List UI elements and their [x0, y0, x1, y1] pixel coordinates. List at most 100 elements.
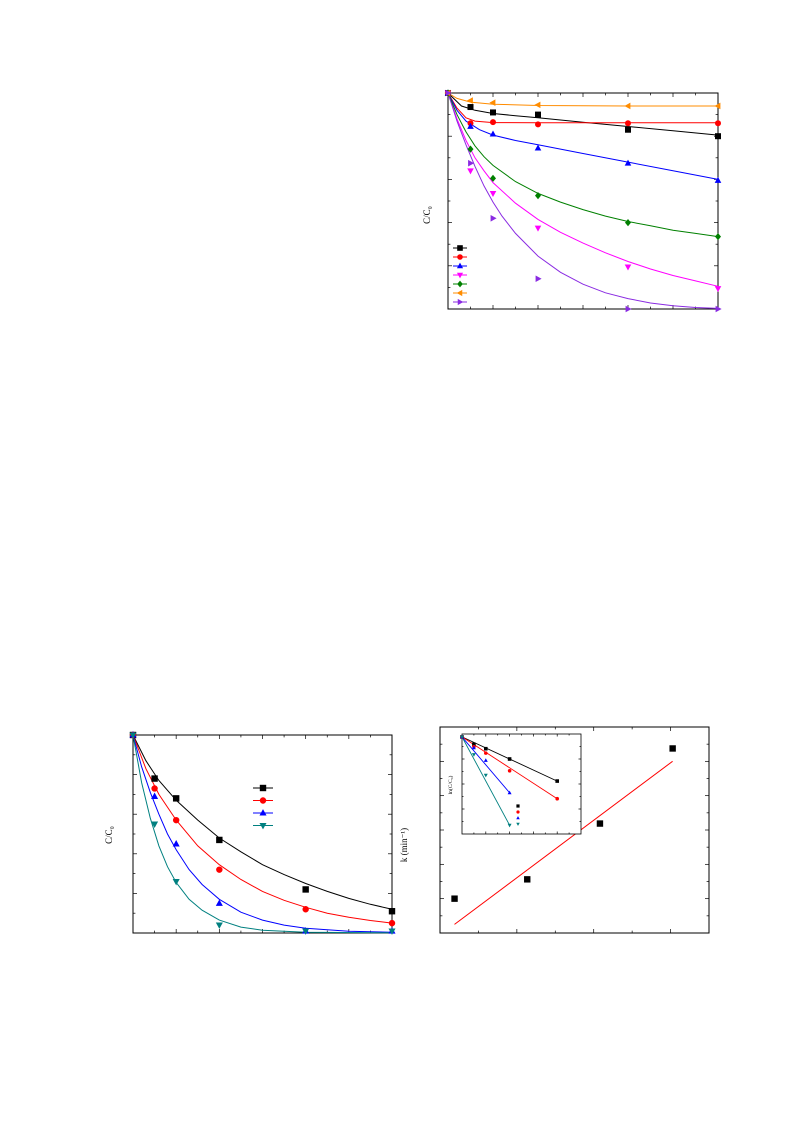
data-point	[216, 866, 223, 873]
data-point	[388, 919, 396, 927]
inset-fit-line	[461, 736, 510, 794]
inset-data-point	[484, 746, 488, 751]
data-point	[216, 836, 223, 844]
inset-data-point	[471, 753, 476, 757]
fit-curves	[447, 92, 719, 309]
inset-legend-marker	[516, 804, 520, 808]
data-points	[444, 89, 722, 313]
fit-curve	[132, 734, 393, 910]
inset-data-point	[507, 757, 512, 761]
data-point	[625, 219, 631, 227]
inset-fit-line	[461, 736, 510, 826]
axis-ticks	[440, 727, 709, 933]
linear-fit-line	[454, 760, 673, 925]
data-point	[624, 264, 632, 271]
inset-data-point	[483, 773, 488, 778]
data-point	[489, 191, 497, 198]
data-point	[451, 895, 458, 902]
data-point	[490, 174, 496, 182]
data-point	[534, 101, 541, 109]
inset-data-point	[483, 758, 488, 762]
data-point	[714, 102, 721, 110]
legend	[453, 245, 467, 306]
fit-curve	[447, 92, 719, 238]
data-point	[467, 168, 474, 175]
data-point	[215, 899, 223, 906]
top-right-chart: C/C₀	[422, 89, 722, 313]
data-point	[302, 886, 309, 893]
data-point	[625, 126, 631, 133]
inset-data-point	[555, 796, 559, 801]
data-point	[151, 775, 158, 782]
inset-y-axis-label: ln(C/C₀)	[447, 775, 454, 794]
inset-frame	[461, 733, 582, 835]
data-point	[714, 286, 722, 293]
legend-marker	[456, 272, 464, 279]
data-point	[467, 145, 474, 153]
inset-data-point	[472, 742, 476, 747]
inset-legend	[516, 804, 520, 826]
data-point	[467, 104, 474, 111]
data-point	[172, 878, 180, 886]
data-point	[151, 792, 159, 799]
data-point	[625, 305, 632, 313]
axis-ticks	[133, 735, 392, 933]
y-axis-label: C/C₀	[104, 826, 114, 844]
fit-curve	[447, 92, 719, 136]
inset-data-point	[507, 823, 512, 828]
data-point	[489, 99, 496, 107]
fit-line	[454, 760, 673, 925]
data-point	[535, 121, 541, 128]
data-point	[669, 745, 676, 752]
legend-marker	[456, 262, 464, 269]
data-point	[302, 906, 309, 913]
data-point	[534, 144, 542, 151]
fit-curve	[132, 734, 393, 934]
data-point	[302, 928, 310, 935]
legend-marker	[259, 809, 267, 816]
inset-data-point	[484, 751, 488, 755]
data-point	[624, 159, 632, 166]
inset-fit-line	[461, 736, 558, 800]
data-point	[625, 120, 631, 127]
y-axis-label: k (min⁻¹)	[399, 828, 409, 862]
legend-marker	[259, 797, 267, 804]
legend-marker	[259, 822, 267, 830]
legend	[253, 784, 273, 830]
bottom-left-chart: C/C₀	[104, 731, 396, 935]
data-point	[490, 109, 496, 116]
legend-marker	[457, 254, 463, 260]
data-point	[490, 119, 496, 126]
inset-legend-marker	[516, 810, 520, 814]
data-point	[467, 122, 474, 129]
data-point	[151, 785, 158, 792]
data-point	[535, 275, 542, 283]
legend-marker	[457, 280, 463, 288]
inset-data-point	[460, 735, 464, 740]
inset-axis-ticks	[462, 734, 581, 834]
data-points	[451, 745, 676, 902]
data-point	[129, 732, 137, 739]
data-point	[172, 795, 180, 802]
data-point	[490, 214, 497, 222]
fit-curve	[447, 92, 719, 309]
inset-chart: ln(C/C₀)	[447, 733, 582, 835]
data-point	[388, 928, 396, 935]
data-points	[129, 731, 396, 935]
data-point	[715, 133, 721, 140]
data-point	[624, 102, 631, 110]
data-point	[535, 192, 541, 200]
data-point	[445, 89, 452, 97]
inset-data-point	[507, 768, 512, 773]
data-point	[215, 922, 223, 929]
bottom-right-chart: k (min⁻¹) ln(C/C₀)	[399, 726, 710, 934]
inset-data-point	[471, 745, 476, 750]
fit-curve	[447, 92, 719, 180]
fit-curve	[447, 92, 718, 124]
inset-data-points	[460, 734, 559, 828]
data-point	[596, 820, 604, 827]
inset-legend-marker	[516, 816, 520, 820]
plot-frame	[132, 734, 393, 934]
fit-curves	[132, 734, 393, 934]
